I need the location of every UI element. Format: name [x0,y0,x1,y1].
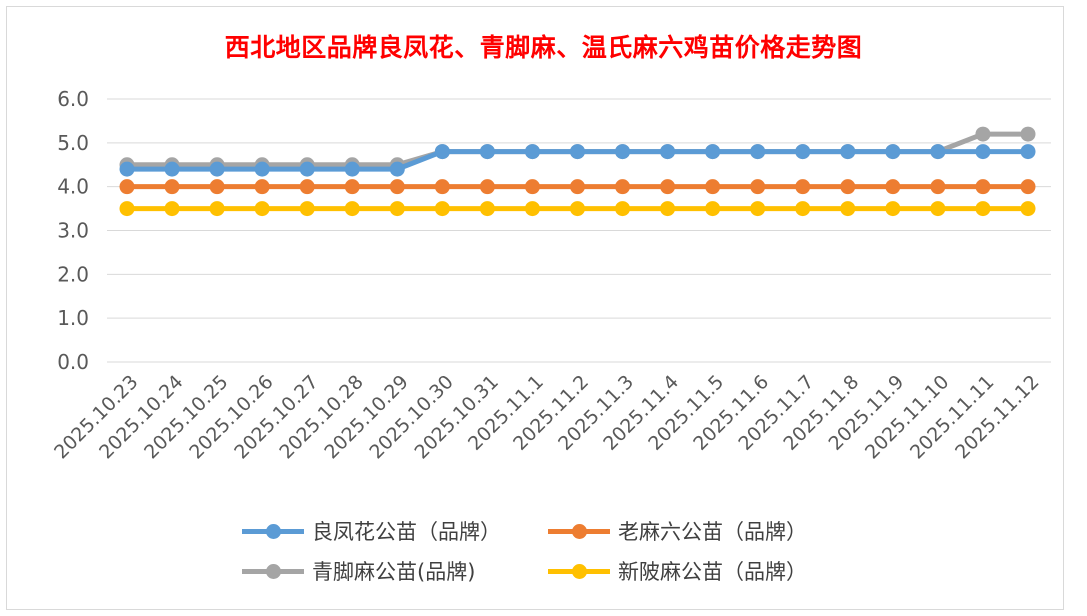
x-axis-tick-labels: 2025.10.232025.10.242025.10.252025.10.26… [50,371,1043,463]
data-point [795,144,811,160]
data-point [750,201,766,217]
data-point [524,179,540,195]
data-point [660,179,676,195]
data-point [705,201,721,217]
legend-label-series-1: 良凤花公苗（品牌） [312,520,501,544]
data-point [840,179,856,195]
chart-frame [6,6,1064,610]
data-point [750,179,766,195]
y-tick-label: 1.0 [57,306,89,330]
data-point [570,144,585,160]
y-tick-label: 5.0 [57,131,89,155]
data-point [615,144,631,160]
data-point [209,161,225,177]
data-point [930,201,946,217]
data-point [840,201,856,217]
chart-title: 西北地区品牌良凤花、青脚麻、温氏麻六鸡苗价格走势图 [224,33,863,62]
data-point [209,201,225,217]
data-point [434,179,450,195]
legend-item-series-2: 老麻六公苗（品牌） [548,516,807,546]
data-point [885,201,901,217]
data-point [975,126,991,142]
legend-item-series-1: 良凤花公苗（品牌） [242,516,501,546]
legend-label-series-3: 青脚麻公苗(品牌) [312,560,476,584]
data-point [660,144,676,160]
data-point [479,144,495,160]
data-point [795,201,811,217]
data-point [434,201,450,217]
series-2 [119,179,1036,195]
y-axis-tick-labels: 6.0 5.0 4.0 3.0 2.0 1.0 0.0 [57,87,89,374]
data-point [975,144,991,160]
data-point [1020,126,1036,142]
legend-item-series-3: 青脚麻公苗(品牌) [242,556,475,586]
series-1 [119,144,1036,177]
legend-label-series-2: 老麻六公苗（品牌） [618,520,807,544]
data-point [750,144,766,160]
data-point [570,179,585,195]
legend-swatch-series-2 [548,521,610,541]
data-point [164,161,180,177]
data-point [479,201,495,217]
data-point [389,179,405,195]
data-point [344,201,360,217]
data-point [524,201,540,217]
data-point [254,161,270,177]
data-point [1020,144,1036,160]
data-point [389,201,405,217]
data-point [344,161,360,177]
data-point [615,201,631,217]
y-tick-label: 2.0 [57,262,89,286]
legend-swatch-series-1 [242,521,304,541]
data-point [1020,201,1036,217]
series-4 [119,201,1036,217]
data-point [975,201,991,217]
data-point [705,179,721,195]
legend-swatch-series-3 [242,561,304,581]
data-point [119,201,135,217]
data-point [615,179,631,195]
data-point [930,144,946,160]
data-point [344,179,360,195]
y-tick-label: 0.0 [57,350,89,374]
data-point [885,144,901,160]
data-point [209,179,225,195]
data-point [299,179,315,195]
data-point [885,179,901,195]
data-point [930,179,946,195]
data-point [299,201,315,217]
data-point [840,144,856,160]
data-point [975,179,991,195]
data-point [119,179,135,195]
y-tick-label: 6.0 [57,87,89,111]
data-point [389,161,405,177]
data-point [570,201,585,217]
gridlines [107,98,1051,363]
legend-item-series-4: 新陂麻公苗（品牌） [548,556,807,586]
legend-swatch-series-4 [548,561,610,581]
data-point [164,201,180,217]
series-lines [119,126,1036,217]
data-point [795,179,811,195]
data-point [1020,179,1036,195]
data-point [479,179,495,195]
data-point [705,144,721,160]
y-tick-label: 3.0 [57,219,89,243]
data-point [524,144,540,160]
data-point [299,161,315,177]
legend-label-series-4: 新陂麻公苗（品牌） [618,560,807,584]
data-point [164,179,180,195]
y-tick-label: 4.0 [57,175,89,199]
data-point [434,144,450,160]
data-point [254,179,270,195]
data-point [254,201,270,217]
legend: 良凤花公苗（品牌） 老麻六公苗（品牌） 青脚麻公苗(品牌) 新陂麻公苗（品牌） [242,512,882,592]
data-point [119,161,135,177]
data-point [660,201,676,217]
